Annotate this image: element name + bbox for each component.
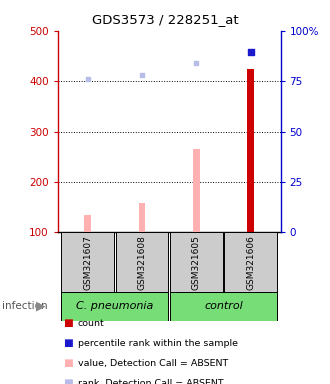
Text: ■: ■ xyxy=(63,358,73,368)
Bar xyxy=(61,232,114,292)
Point xyxy=(85,76,90,82)
Bar xyxy=(248,68,254,232)
Text: GSM321608: GSM321608 xyxy=(138,235,147,290)
Bar xyxy=(193,149,200,232)
Text: GSM321605: GSM321605 xyxy=(192,235,201,290)
Point xyxy=(248,49,253,55)
Text: GSM321606: GSM321606 xyxy=(246,235,255,290)
Text: ■: ■ xyxy=(63,318,73,328)
Bar xyxy=(139,203,145,232)
Bar xyxy=(116,232,168,292)
Bar xyxy=(170,232,222,292)
Text: GDS3573 / 228251_at: GDS3573 / 228251_at xyxy=(92,13,238,26)
Text: C. pneumonia: C. pneumonia xyxy=(76,301,153,311)
Text: count: count xyxy=(78,319,104,328)
Bar xyxy=(84,215,91,232)
Text: ■: ■ xyxy=(63,338,73,348)
Text: infection: infection xyxy=(2,301,47,311)
Text: control: control xyxy=(204,301,243,311)
Text: percentile rank within the sample: percentile rank within the sample xyxy=(78,339,238,348)
Bar xyxy=(61,292,168,321)
Text: ■: ■ xyxy=(63,378,73,384)
Text: ▶: ▶ xyxy=(36,300,45,313)
Bar xyxy=(224,232,277,292)
Point xyxy=(139,72,145,78)
Text: rank, Detection Call = ABSENT: rank, Detection Call = ABSENT xyxy=(78,379,223,384)
Text: GSM321607: GSM321607 xyxy=(83,235,92,290)
Bar xyxy=(170,292,277,321)
Text: value, Detection Call = ABSENT: value, Detection Call = ABSENT xyxy=(78,359,228,368)
Point xyxy=(194,60,199,66)
